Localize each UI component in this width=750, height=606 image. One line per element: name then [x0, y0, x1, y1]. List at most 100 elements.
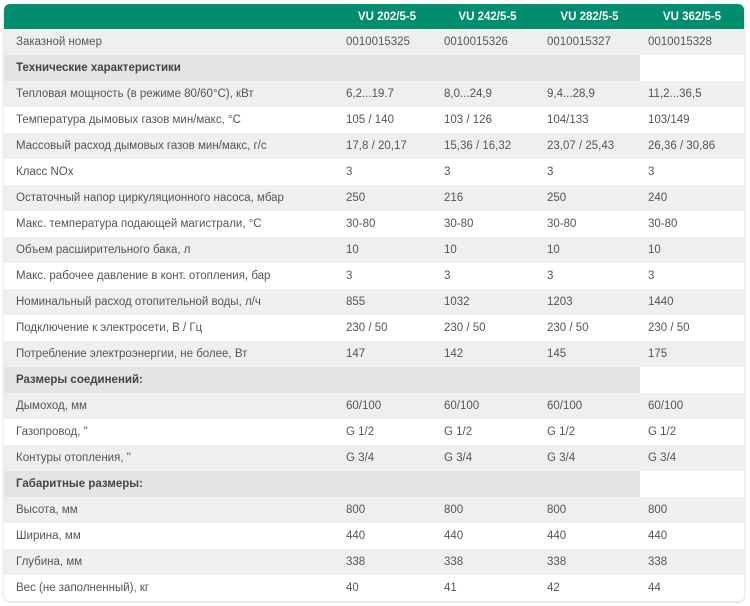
- value-cell: 3: [338, 263, 436, 289]
- header-blank: [4, 4, 338, 29]
- section-row: Технические характеристики: [4, 55, 744, 81]
- section-title: Размеры соединений:: [4, 367, 640, 393]
- table-row: Макс. температура подающей магистрали, °…: [4, 211, 744, 237]
- value-cell: 3: [539, 159, 640, 185]
- value-cell: G 3/4: [338, 445, 436, 471]
- table-row: Объем расширительного бака, л 10 10 10 10: [4, 237, 744, 263]
- value-cell: 440: [436, 523, 539, 549]
- value-cell: 10: [338, 237, 436, 263]
- section-title: Технические характеристики: [4, 55, 640, 81]
- row-label: Дымоход, мм: [4, 393, 338, 419]
- value-cell: 1203: [539, 289, 640, 315]
- value-cell: 15,36 / 16,32: [436, 133, 539, 159]
- table-row: Ширина, мм 440 440 440 440: [4, 523, 744, 549]
- row-label: Подключение к электросети, В / Гц: [4, 315, 338, 341]
- value-cell: 42: [539, 575, 640, 601]
- value-cell: G 1/2: [539, 419, 640, 445]
- row-label: Остаточный напор циркуляционного насоса,…: [4, 185, 338, 211]
- value-cell: 103 / 126: [436, 107, 539, 133]
- row-label: Макс. рабочее давление в конт. отопления…: [4, 263, 338, 289]
- table-row: Потребление электроэнергии, не более, Вт…: [4, 341, 744, 367]
- value-cell: 147: [338, 341, 436, 367]
- model-header: VU 362/5-5: [640, 4, 744, 29]
- value-cell: 240: [640, 185, 744, 211]
- value-cell: G 1/2: [640, 419, 744, 445]
- value-cell: 216: [436, 185, 539, 211]
- model-header: VU 242/5-5: [436, 4, 539, 29]
- value-cell: 800: [436, 497, 539, 523]
- row-label: Потребление электроэнергии, не более, Вт: [4, 341, 338, 367]
- row-label: Ширина, мм: [4, 523, 338, 549]
- value-cell: 11,2...36,5: [640, 81, 744, 107]
- table-row: Дымоход, мм 60/100 60/100 60/100 60/100: [4, 393, 744, 419]
- value-cell: 142: [436, 341, 539, 367]
- value-cell: 60/100: [539, 393, 640, 419]
- value-cell: 338: [640, 549, 744, 575]
- value-cell: 60/100: [640, 393, 744, 419]
- value-cell: 0010015327: [539, 29, 640, 55]
- value-cell: 800: [539, 497, 640, 523]
- table-row: Макс. рабочее давление в конт. отопления…: [4, 263, 744, 289]
- value-cell: 3: [640, 263, 744, 289]
- value-cell: 230 / 50: [338, 315, 436, 341]
- value-cell: 3: [338, 159, 436, 185]
- value-cell: G 1/2: [436, 419, 539, 445]
- value-cell: 250: [539, 185, 640, 211]
- row-label: Температура дымовых газов мин/макс, °С: [4, 107, 338, 133]
- value-cell: 3: [436, 159, 539, 185]
- value-cell: 800: [338, 497, 436, 523]
- value-cell: 800: [640, 497, 744, 523]
- value-cell: 9,4...28,9: [539, 81, 640, 107]
- table-row: Остаточный напор циркуляционного насоса,…: [4, 185, 744, 211]
- value-cell: 855: [338, 289, 436, 315]
- row-label: Глубина, мм: [4, 549, 338, 575]
- value-cell: 10: [640, 237, 744, 263]
- model-header: VU 282/5-5: [539, 4, 640, 29]
- value-cell: G 3/4: [539, 445, 640, 471]
- value-cell: 230 / 50: [640, 315, 744, 341]
- value-cell: 175: [640, 341, 744, 367]
- section-blank-cell: [640, 471, 744, 497]
- value-cell: G 3/4: [640, 445, 744, 471]
- section-title: Габаритные размеры:: [4, 471, 640, 497]
- value-cell: 440: [640, 523, 744, 549]
- table-row: Контуры отопления, " G 3/4 G 3/4 G 3/4 G 3/4: [4, 445, 744, 471]
- value-cell: G 3/4: [436, 445, 539, 471]
- table-row: Температура дымовых газов мин/макс, °С 10…: [4, 107, 744, 133]
- row-label: Высота, мм: [4, 497, 338, 523]
- value-cell: 105 / 140: [338, 107, 436, 133]
- value-cell: 338: [436, 549, 539, 575]
- value-cell: 104/133: [539, 107, 640, 133]
- value-cell: 60/100: [338, 393, 436, 419]
- table-row: Глубина, мм 338 338 338 338: [4, 549, 744, 575]
- value-cell: 440: [338, 523, 436, 549]
- table-row: Подключение к электросети, В / Гц 230 / 5…: [4, 315, 744, 341]
- row-label: Номинальный расход отопительной воды, л/…: [4, 289, 338, 315]
- section-blank-cell: [640, 55, 744, 81]
- value-cell: 41: [436, 575, 539, 601]
- value-cell: 230 / 50: [436, 315, 539, 341]
- spec-table-container: VU 202/5-5 VU 242/5-5 VU 282/5-5 VU 362/…: [4, 4, 744, 601]
- row-label: Вес (не заполненный), кг: [4, 575, 338, 601]
- value-cell: G 1/2: [338, 419, 436, 445]
- row-label: Объем расширительного бака, л: [4, 237, 338, 263]
- section-blank-cell: [640, 367, 744, 393]
- value-cell: 10: [539, 237, 640, 263]
- value-cell: 40: [338, 575, 436, 601]
- value-cell: 30-80: [640, 211, 744, 237]
- table-row: Тепловая мощность (в режиме 80/60°С), кВ…: [4, 81, 744, 107]
- row-label: Заказной номер: [4, 29, 338, 55]
- value-cell: 10: [436, 237, 539, 263]
- row-label: Контуры отопления, ": [4, 445, 338, 471]
- value-cell: 0010015328: [640, 29, 744, 55]
- row-label: Макс. температура подающей магистрали, °…: [4, 211, 338, 237]
- value-cell: 30-80: [338, 211, 436, 237]
- value-cell: 103/149: [640, 107, 744, 133]
- value-cell: 145: [539, 341, 640, 367]
- table-row: Массовый расход дымовых газов мин/макс, …: [4, 133, 744, 159]
- value-cell: 230 / 50: [539, 315, 640, 341]
- model-header: VU 202/5-5: [338, 4, 436, 29]
- header-row: VU 202/5-5 VU 242/5-5 VU 282/5-5 VU 362/…: [4, 4, 744, 29]
- value-cell: 30-80: [539, 211, 640, 237]
- value-cell: 8,0...24,9: [436, 81, 539, 107]
